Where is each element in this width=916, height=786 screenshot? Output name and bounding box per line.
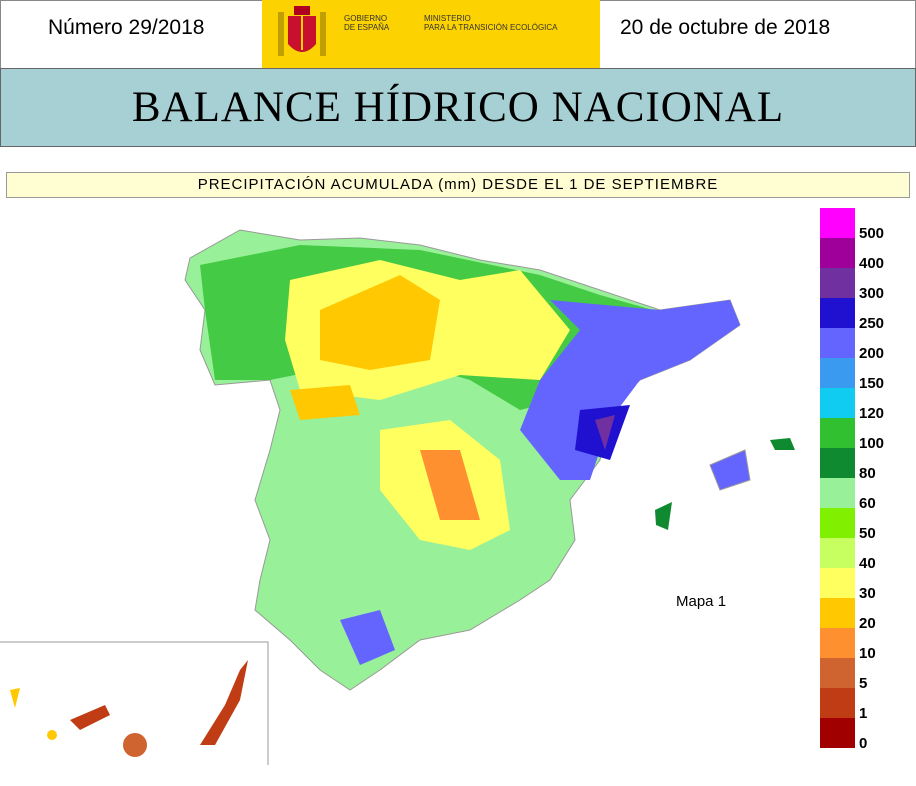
legend-swatch bbox=[820, 508, 855, 538]
region bbox=[520, 300, 740, 480]
island bbox=[10, 688, 20, 708]
legend-label: 1 bbox=[859, 705, 868, 722]
legend-label: 30 bbox=[859, 585, 876, 602]
legend-swatch bbox=[820, 658, 855, 688]
legend-swatch bbox=[820, 688, 855, 718]
legend-swatch bbox=[820, 208, 855, 238]
logo-line: MINISTERIO bbox=[424, 14, 471, 23]
legend-label: 150 bbox=[859, 375, 885, 392]
region bbox=[595, 415, 615, 450]
legend-label: 50 bbox=[859, 525, 876, 542]
legend-label: 250 bbox=[859, 315, 885, 332]
legend-swatch bbox=[820, 298, 855, 328]
legend-swatch bbox=[820, 418, 855, 448]
region bbox=[320, 275, 440, 370]
island bbox=[47, 730, 57, 740]
legend-label: 5 bbox=[859, 675, 868, 692]
legend-label: 60 bbox=[859, 495, 876, 512]
legend-swatch bbox=[820, 628, 855, 658]
logo-line: GOBIERNO bbox=[344, 14, 388, 23]
region bbox=[340, 610, 395, 665]
legend-label: 20 bbox=[859, 615, 876, 632]
legend-swatch bbox=[820, 448, 855, 478]
legend-swatch bbox=[820, 268, 855, 298]
legend-label: 200 bbox=[859, 345, 885, 362]
legend-swatch bbox=[820, 718, 855, 748]
map-label: Mapa 1 bbox=[676, 593, 726, 610]
legend-swatch bbox=[820, 388, 855, 418]
region bbox=[420, 450, 480, 520]
legend-label: 100 bbox=[859, 435, 885, 452]
legend-label: 500 bbox=[859, 225, 885, 242]
inset-frame bbox=[0, 641, 269, 765]
map-subtitle: PRECIPITACIÓN ACUMULADA (mm) DESDE EL 1 … bbox=[6, 172, 910, 198]
legend-swatch bbox=[820, 358, 855, 388]
legend-label: 80 bbox=[859, 465, 876, 482]
legend-swatch bbox=[820, 478, 855, 508]
island bbox=[70, 705, 110, 730]
region bbox=[290, 385, 360, 420]
logo-line: PARA LA TRANSICIÓN ECOLÓGICA bbox=[424, 23, 558, 32]
legend-swatch bbox=[820, 238, 855, 268]
legend-swatch bbox=[820, 538, 855, 568]
legend-label: 300 bbox=[859, 285, 885, 302]
logo-text: MINISTERIO PARA LA TRANSICIÓN ECOLÓGICA bbox=[424, 14, 558, 32]
coat-of-arms bbox=[278, 6, 326, 56]
island bbox=[709, 449, 751, 491]
legend-label: 0 bbox=[859, 735, 868, 752]
map: Mapa 1 bbox=[0, 229, 795, 765]
legend-label: 120 bbox=[859, 405, 885, 422]
logo-line: DE ESPAÑA bbox=[344, 23, 390, 32]
logo: GOBIERNO DE ESPAÑA MINISTERIO PARA LA TRAN… bbox=[262, 0, 600, 68]
island bbox=[200, 660, 248, 745]
legend-swatch bbox=[820, 598, 855, 628]
issue-number: Número 29/2018 bbox=[48, 16, 205, 39]
legend-swatch bbox=[820, 328, 855, 358]
legend-label: 40 bbox=[859, 555, 876, 572]
main-title: BALANCE HÍDRICO NACIONAL bbox=[0, 68, 916, 147]
island bbox=[655, 502, 672, 530]
legend-label: 10 bbox=[859, 645, 876, 662]
island bbox=[770, 438, 795, 450]
logo-text: GOBIERNO DE ESPAÑA bbox=[344, 14, 389, 32]
island bbox=[123, 733, 147, 757]
date: 20 de octubre de 2018 bbox=[620, 16, 831, 39]
legend-label: 400 bbox=[859, 255, 885, 272]
legend-swatch bbox=[820, 568, 855, 598]
